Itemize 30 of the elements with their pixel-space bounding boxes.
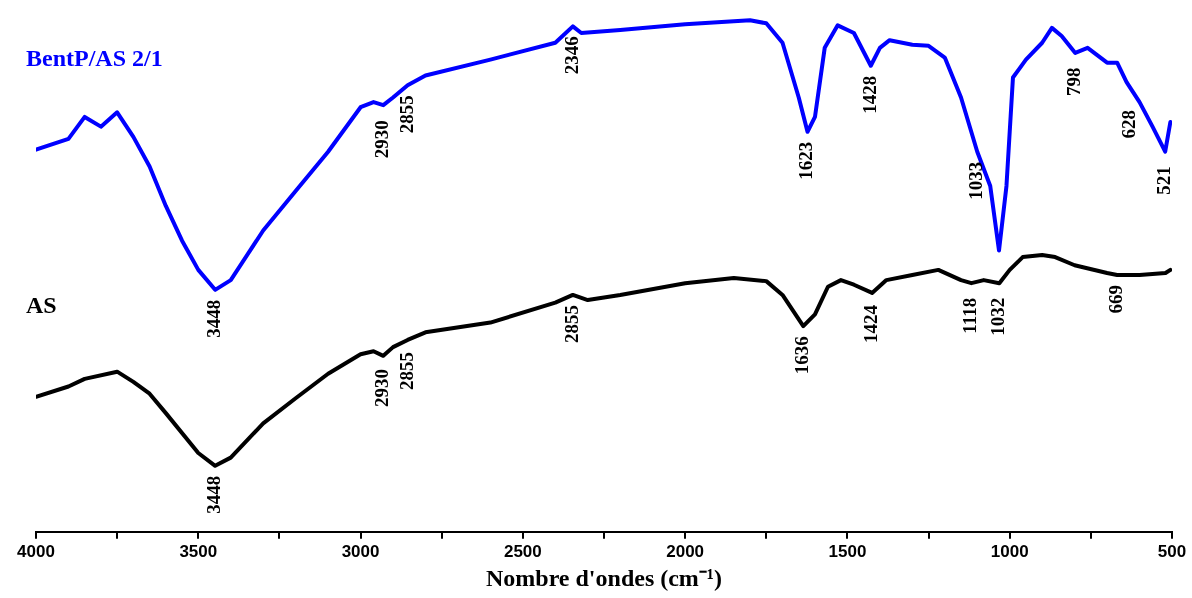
annotation: 1424 [860, 304, 881, 343]
annotation: 798 [1063, 67, 1085, 97]
x-tick-label: 1000 [990, 541, 1029, 561]
x-axis-title: Nombre d'ondes (cm⁻¹) [485, 564, 723, 591]
text: AS [26, 291, 57, 318]
annotation: 1428 [858, 75, 880, 114]
x-tick-label: 1500 [828, 541, 867, 561]
annotation: 521 [1153, 166, 1175, 195]
annotation: 2930 [371, 120, 393, 159]
x-tick-label: 3000 [341, 541, 380, 561]
annotation: 2855 [560, 304, 582, 343]
x-tick-label: 3500 [179, 541, 218, 561]
x-tick-label: 2500 [503, 541, 542, 561]
annotation: 628 [1118, 110, 1140, 139]
annotation: 669 [1105, 284, 1127, 314]
annotation: 1623 [795, 141, 817, 180]
annotation: 3448 [203, 475, 225, 514]
text: BentP/AS 2/1 [26, 44, 163, 71]
x-tick-label: 500 [1157, 541, 1187, 561]
annotation: 1636 [791, 336, 813, 375]
annotation: 1032 [987, 297, 1009, 336]
annotation: 2855 [395, 352, 417, 391]
x-tick-label: 2000 [666, 541, 705, 561]
annotation: 3448 [203, 299, 225, 338]
annotation: 2855 [395, 95, 417, 134]
annotation: 2346 [560, 36, 582, 75]
annotation: 2930 [371, 368, 393, 407]
annotation: 1118 [959, 297, 981, 334]
x-tick-label: 4000 [17, 541, 55, 561]
annotation: 1033 [965, 161, 987, 200]
